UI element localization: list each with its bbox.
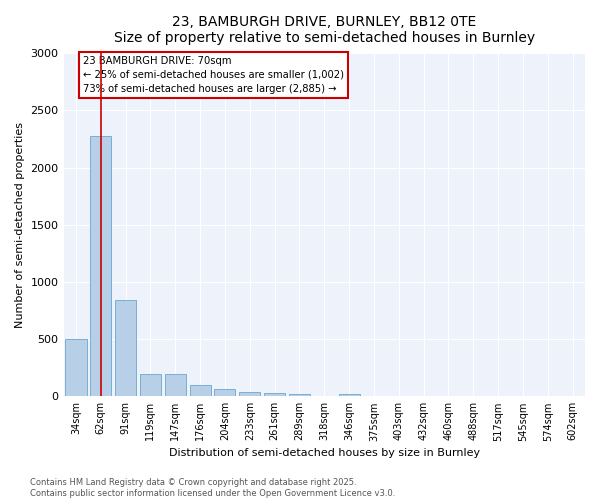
Text: Contains HM Land Registry data © Crown copyright and database right 2025.
Contai: Contains HM Land Registry data © Crown c… [30,478,395,498]
X-axis label: Distribution of semi-detached houses by size in Burnley: Distribution of semi-detached houses by … [169,448,480,458]
Y-axis label: Number of semi-detached properties: Number of semi-detached properties [15,122,25,328]
Bar [264,393,285,396]
Bar [140,374,161,396]
Bar [115,300,136,396]
Bar [239,392,260,396]
Bar [289,394,310,396]
Title: 23, BAMBURGH DRIVE, BURNLEY, BB12 0TE
Size of property relative to semi-detached: 23, BAMBURGH DRIVE, BURNLEY, BB12 0TE Si… [114,15,535,45]
Bar [165,374,186,396]
Bar [190,385,211,396]
Bar [338,394,359,396]
Bar [214,389,235,396]
Text: 23 BAMBURGH DRIVE: 70sqm
← 25% of semi-detached houses are smaller (1,002)
73% o: 23 BAMBURGH DRIVE: 70sqm ← 25% of semi-d… [83,56,344,94]
Bar [90,136,112,396]
Bar [65,339,86,396]
